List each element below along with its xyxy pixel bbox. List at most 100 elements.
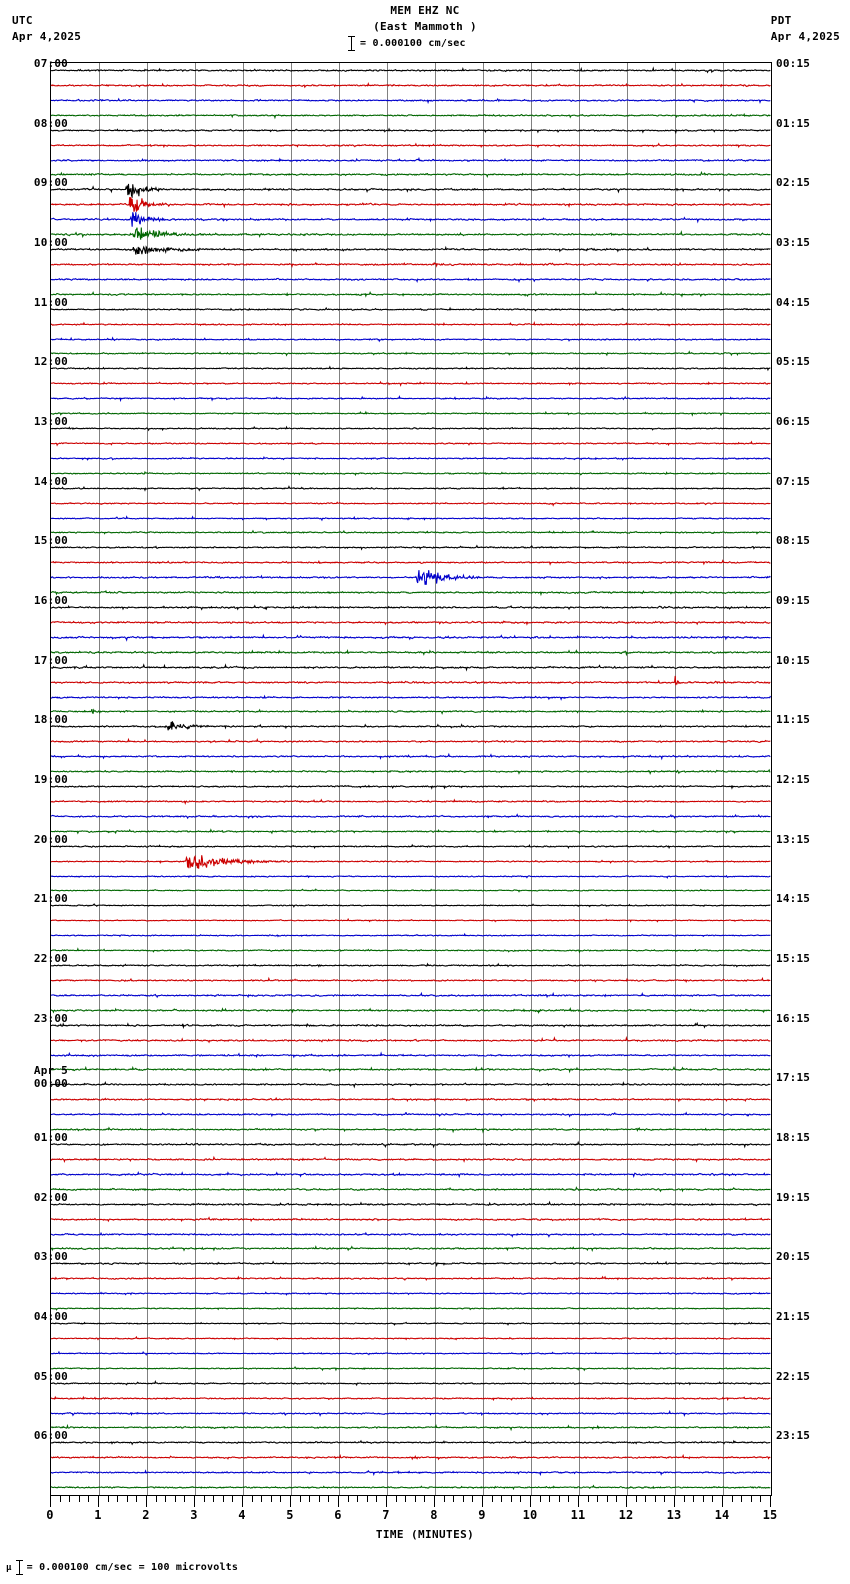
x-tick-minor (203, 1496, 205, 1502)
trace-path-red (51, 197, 770, 212)
left-time-label-11: 18:00 (33, 713, 68, 727)
trace-row (51, 1241, 771, 1256)
trace-row (51, 481, 771, 496)
x-tick-label-13: 13 (666, 1508, 682, 1522)
header-center-block: MEM EHZ NC (East Mammoth ) (0, 3, 850, 35)
left-time-label-3: 10:00 (33, 236, 68, 249)
trace-row (51, 719, 771, 734)
gridline-minute-4 (243, 63, 244, 1495)
trace-row (51, 555, 771, 570)
trace-row (51, 1480, 771, 1495)
x-tick-label-3: 3 (190, 1508, 198, 1522)
trace-path-black (51, 1441, 770, 1444)
x-tick-minor (59, 1496, 61, 1502)
trace-path-red (51, 800, 770, 803)
trace-row (51, 1212, 771, 1227)
trace-path-green (51, 770, 770, 773)
x-tick-major (50, 1496, 51, 1507)
trace-path-green (51, 173, 770, 177)
trace-path-green (51, 830, 770, 833)
trace-row (51, 645, 771, 660)
x-tick-minor (616, 1496, 618, 1502)
trace-path-blue (51, 755, 770, 759)
trace-row (51, 1137, 771, 1152)
x-tick-minor (645, 1496, 647, 1502)
trace-row (51, 376, 771, 391)
x-tick-minor (251, 1496, 253, 1502)
x-tick-minor (702, 1496, 704, 1502)
trace-path-blue (51, 1293, 770, 1295)
trace-path-green (51, 114, 770, 117)
left-time-label-8: 15:00 (33, 534, 68, 548)
right-time-label-10: 10:15 (776, 653, 811, 667)
trace-path-blue (51, 516, 770, 519)
x-tick-minor (280, 1496, 282, 1502)
x-tick-major (242, 1496, 243, 1507)
trace-path-black (51, 546, 770, 549)
trace-row (51, 1331, 771, 1346)
seismic-traces (51, 63, 771, 1495)
left-time-label-18: 01:00 (33, 1131, 68, 1144)
trace-path-red (51, 621, 770, 624)
trace-row (51, 525, 771, 540)
trace-path-red (51, 1157, 770, 1161)
gridline-minute-1 (99, 63, 100, 1495)
right-time-label-23: 23:15 (776, 1429, 811, 1443)
x-tick-label-10: 10 (522, 1508, 538, 1522)
trace-row (51, 1376, 771, 1391)
trace-path-red (51, 1277, 770, 1280)
x-tick-minor (491, 1496, 493, 1502)
trace-row (51, 973, 771, 988)
trace-row (51, 1062, 771, 1077)
right-time-label-9: 09:15 (776, 594, 811, 607)
trace-path-black (51, 308, 770, 311)
x-tick-minor (520, 1496, 522, 1502)
gridline-minute-11 (579, 63, 580, 1495)
x-tick-minor (424, 1496, 426, 1502)
trace-row (51, 242, 771, 257)
station-subtitle: (East Mammoth ) (373, 20, 477, 33)
right-time-label-5: 05:15 (776, 355, 811, 369)
trace-path-red (51, 322, 770, 325)
x-tick-minor (165, 1496, 167, 1502)
gridline-minute-12 (627, 63, 628, 1495)
trace-row (51, 883, 771, 898)
x-tick-minor (357, 1496, 359, 1502)
trace-path-red (51, 1038, 770, 1042)
trace-path-red (51, 442, 770, 445)
trace-path-red (51, 919, 770, 921)
x-tick-label-6: 6 (334, 1508, 342, 1522)
trace-row (51, 779, 771, 794)
x-tick-label-0: 0 (46, 1508, 54, 1522)
trace-row (51, 958, 771, 973)
trace-path-black (51, 1023, 770, 1027)
trace-path-red (51, 263, 770, 266)
right-time-label-4: 04:15 (776, 295, 811, 309)
header-right-date: Apr 4,2025 (770, 30, 840, 43)
x-tick-minor (174, 1496, 176, 1502)
trace-row (51, 138, 771, 153)
left-time-label-13: 20:00 (33, 832, 68, 846)
trace-path-blue (51, 814, 770, 817)
left-time-label-4: 11:00 (33, 295, 68, 309)
x-tick-label-15: 15 (762, 1508, 778, 1522)
trace-row (51, 123, 771, 138)
x-tick-major (290, 1496, 291, 1507)
scale-reference: = 0.000100 cm/sec (348, 36, 466, 51)
trace-row (51, 1256, 771, 1271)
x-tick-minor (635, 1496, 637, 1502)
trace-path-blue (51, 212, 770, 227)
x-tick-minor (558, 1496, 560, 1502)
trace-path-green (51, 1486, 770, 1489)
trace-row (51, 1271, 771, 1286)
trace-row (51, 78, 771, 93)
trace-path-red (51, 561, 770, 564)
trace-path-red (51, 1217, 770, 1220)
scale-reference-text: = 0.000100 cm/sec (360, 38, 466, 49)
x-tick-minor (213, 1496, 215, 1502)
trace-path-blue (51, 570, 770, 585)
trace-path-black (51, 964, 770, 967)
left-time-label-20: 03:00 (33, 1250, 68, 1264)
trace-row (51, 1435, 771, 1450)
gridline-minute-5 (291, 63, 292, 1495)
